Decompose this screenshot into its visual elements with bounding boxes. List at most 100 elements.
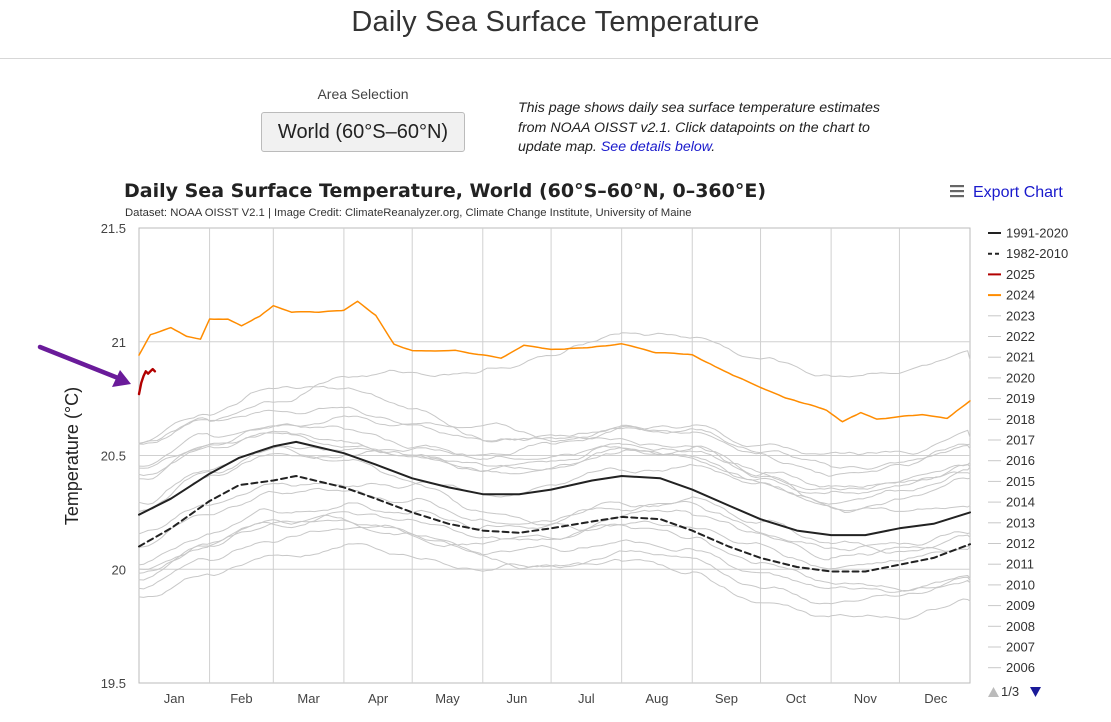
legend-item-2009[interactable]: 2009 — [988, 598, 1035, 613]
area-selection-label: Area Selection — [317, 86, 409, 102]
series-line-1982-2010[interactable] — [138, 475, 971, 573]
legend-label: 2010 — [1006, 577, 1035, 592]
y-tick-label: 20 — [112, 562, 126, 577]
legend-item-2014[interactable]: 2014 — [988, 495, 1035, 510]
legend-item-2017[interactable]: 2017 — [988, 433, 1035, 448]
legend-label: 2024 — [1006, 288, 1035, 303]
description-text: This page shows daily sea surface temper… — [518, 100, 880, 155]
series-line-2019[interactable] — [138, 415, 971, 470]
legend-label: 2012 — [1006, 536, 1035, 551]
y-tick-label: 20.5 — [101, 449, 126, 464]
series-line-2006[interactable] — [138, 511, 971, 581]
x-tick-label: Feb — [230, 691, 252, 706]
series-line-2022[interactable] — [138, 432, 971, 505]
legend-label: 2006 — [1006, 660, 1035, 675]
x-tick-label: Jan — [164, 691, 185, 706]
x-tick-label: Sep — [715, 691, 738, 706]
x-tick-label: Oct — [786, 691, 807, 706]
legend-item-2022[interactable]: 2022 — [988, 329, 1035, 344]
legend-label: 1982-2010 — [1006, 246, 1068, 261]
legend-label: 2022 — [1006, 329, 1035, 344]
legend-item-2008[interactable]: 2008 — [988, 619, 1035, 634]
series-line-2016[interactable] — [138, 385, 971, 488]
legend-label: 2018 — [1006, 412, 1035, 427]
series-line-2007[interactable] — [138, 519, 971, 620]
y-tick-label: 21.5 — [101, 221, 126, 236]
legend-item-2010[interactable]: 2010 — [988, 577, 1035, 592]
legend-label: 2007 — [1006, 640, 1035, 655]
legend-page-indicator: 1/3 — [1001, 684, 1019, 699]
x-tick-label: Aug — [645, 691, 668, 706]
x-tick-label: Nov — [854, 691, 878, 706]
legend-item-2018[interactable]: 2018 — [988, 412, 1035, 427]
legend-item-2007[interactable]: 2007 — [988, 640, 1035, 655]
legend-item-2006[interactable]: 2006 — [988, 660, 1035, 675]
see-details-link[interactable]: See details below — [600, 139, 712, 155]
legend-item-2024[interactable]: 2024 — [988, 288, 1035, 303]
page-title: Daily Sea Surface Temperature — [351, 6, 760, 38]
series-lines[interactable] — [137, 300, 971, 620]
legend-item-2023[interactable]: 2023 — [988, 308, 1035, 323]
x-tick-label: Apr — [368, 691, 389, 706]
hamburger-menu-icon — [950, 185, 964, 198]
export-chart-button[interactable]: Export Chart — [950, 184, 1063, 201]
chart-subtitle: Dataset: NOAA OISST V2.1 | Image Credit:… — [125, 207, 692, 219]
legend-label: 2009 — [1006, 598, 1035, 613]
legend-pagination[interactable]: 1/3 — [988, 684, 1041, 699]
series-line-1991-2020[interactable] — [138, 440, 971, 537]
description-suffix: . — [711, 139, 716, 155]
series-line-2025[interactable] — [137, 367, 157, 396]
triangle-down-icon[interactable] — [1030, 687, 1041, 697]
series-line-2021[interactable] — [138, 430, 971, 512]
page-description: This page shows daily sea surface temper… — [518, 99, 908, 158]
legend-item-2013[interactable]: 2013 — [988, 515, 1035, 530]
chart-title: Daily Sea Surface Temperature, World (60… — [124, 180, 766, 202]
legend-label: 2015 — [1006, 474, 1035, 489]
x-tick-label: May — [435, 691, 460, 706]
sst-chart[interactable]: Daily Sea Surface Temperature, World (60… — [0, 170, 1111, 722]
legend-label: 2014 — [1006, 495, 1035, 510]
legend-item-2025[interactable]: 2025 — [988, 267, 1035, 282]
series-line-2024[interactable] — [138, 300, 971, 423]
legend-item-2015[interactable]: 2015 — [988, 474, 1035, 489]
legend-item-2011[interactable]: 2011 — [988, 557, 1034, 572]
grid-lines — [139, 228, 970, 683]
legend[interactable]: 1991-2020 1982-2010 2025 2024 2023 2022 2021 20… — [988, 226, 1068, 676]
legend-label: 2017 — [1006, 433, 1035, 448]
series-line-2010[interactable] — [138, 446, 971, 592]
series-line-2020[interactable] — [138, 406, 971, 477]
legend-item-2020[interactable]: 2020 — [988, 370, 1035, 385]
x-tick-label: Jun — [506, 691, 527, 706]
x-tick-label: Jul — [578, 691, 595, 706]
legend-item-2019[interactable]: 2019 — [988, 391, 1035, 406]
legend-label: 2025 — [1006, 267, 1035, 282]
annotation-arrow — [37, 344, 131, 387]
series-line-2017[interactable] — [138, 423, 971, 491]
legend-item-2021[interactable]: 2021 — [988, 350, 1035, 365]
legend-label: 2011 — [1006, 557, 1034, 572]
legend-item-1982-2010[interactable]: 1982-2010 — [988, 246, 1068, 261]
series-line-2013[interactable] — [138, 487, 971, 552]
triangle-up-icon[interactable] — [988, 687, 999, 697]
series-line-2023[interactable] — [138, 332, 971, 444]
header-divider — [0, 58, 1111, 59]
export-chart-label: Export Chart — [973, 184, 1063, 201]
x-tick-label: Dec — [924, 691, 948, 706]
series-line-2015[interactable] — [138, 424, 971, 513]
legend-label: 2008 — [1006, 619, 1035, 634]
legend-label: 2013 — [1006, 515, 1035, 530]
legend-item-2016[interactable]: 2016 — [988, 453, 1035, 468]
legend-label: 1991-2020 — [1006, 226, 1068, 241]
legend-item-1991-2020[interactable]: 1991-2020 — [988, 226, 1068, 241]
legend-label: 2019 — [1006, 391, 1035, 406]
legend-label: 2021 — [1006, 350, 1035, 365]
legend-label: 2016 — [1006, 453, 1035, 468]
series-line-2011[interactable] — [138, 514, 971, 593]
series-line-2014[interactable] — [138, 464, 971, 535]
legend-label: 2020 — [1006, 370, 1035, 385]
x-axis: Jan Feb Mar Apr May Jun Jul Aug Sep Oct Nov Dec — [164, 691, 948, 706]
legend-item-2012[interactable]: 2012 — [988, 536, 1035, 551]
y-axis-label: Temperature (°C) — [62, 387, 82, 525]
area-selection-dropdown[interactable]: World (60°S–60°N) — [261, 112, 465, 152]
series-line-2008[interactable] — [138, 543, 971, 605]
